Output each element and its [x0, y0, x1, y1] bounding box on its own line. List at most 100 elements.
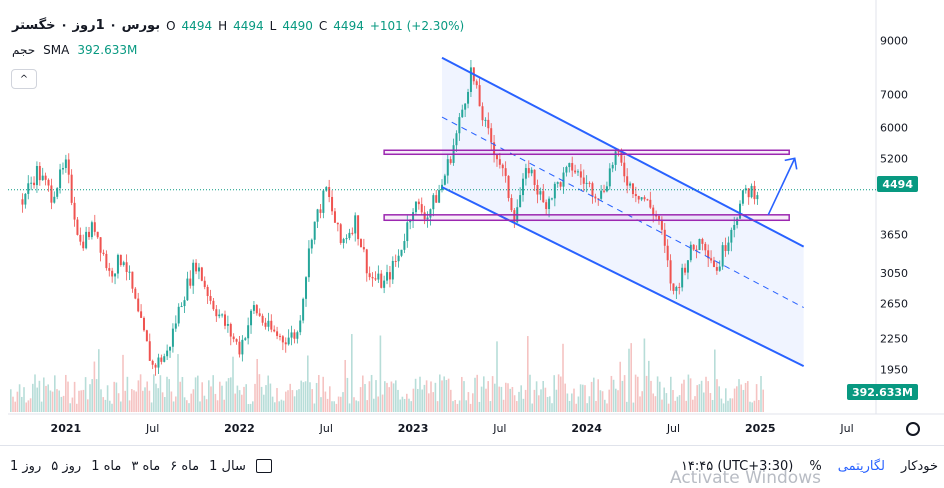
candle-body	[429, 209, 432, 218]
candle-body	[435, 195, 438, 203]
candle-body	[631, 183, 634, 195]
candle-body	[93, 222, 96, 232]
volume-bar	[128, 400, 131, 412]
candle-body	[565, 167, 568, 173]
range-1y[interactable]: 1 سال	[209, 458, 246, 474]
volume-bar	[731, 398, 734, 412]
price-chart[interactable]: 9000 7000 6000 5200 3650 3050 2650 2250 1950 2021…	[0, 0, 944, 445]
candle-body	[284, 342, 287, 345]
volume-legend: حجم SMA 392.633M	[12, 43, 137, 57]
volume-bar	[538, 395, 540, 412]
candle-body	[493, 142, 496, 156]
candle-body	[600, 190, 603, 199]
volume-bar	[146, 381, 148, 412]
volume-bar	[342, 392, 344, 412]
volume-bar	[626, 401, 628, 412]
candle-body	[229, 323, 232, 337]
volume-bar	[700, 380, 703, 412]
candle-body	[443, 175, 446, 185]
volume-bar	[452, 401, 454, 412]
volume-bar	[38, 380, 41, 412]
volume-bar	[513, 395, 516, 412]
range-3m[interactable]: ۳ ماه	[131, 458, 161, 474]
timezone-label[interactable]: ۱۴:۴۵ (UTC+3:30)	[680, 458, 794, 474]
candle-body	[747, 188, 750, 198]
volume-bar	[586, 403, 588, 412]
collapse-legend-button[interactable]: ^	[11, 69, 37, 89]
volume-bar	[533, 389, 536, 412]
x-tick-label: 2022	[224, 422, 255, 435]
volume-bar	[322, 376, 324, 412]
scale-controls: ۱۴:۴۵ (UTC+3:30) % لگاریتمی خودکار	[681, 459, 938, 474]
volume-bar	[419, 376, 421, 412]
volume-name[interactable]: حجم	[12, 43, 36, 57]
volume-bar	[560, 376, 562, 412]
candle-body	[412, 212, 415, 221]
volume-bar	[654, 396, 657, 412]
volume-bar	[615, 388, 617, 412]
candle-body	[591, 183, 594, 197]
volume-bar	[520, 385, 522, 412]
candle-body	[96, 231, 99, 238]
candle-body	[221, 314, 224, 316]
volume-bar	[307, 355, 309, 412]
volume-bar	[194, 377, 197, 412]
open-label: O	[166, 18, 176, 33]
volume-bar	[540, 389, 542, 412]
candle-body	[238, 341, 241, 355]
candle-body	[721, 245, 724, 267]
range-6m[interactable]: ۶ ماه	[170, 458, 200, 474]
candle-body	[41, 175, 44, 181]
volume-bar	[722, 403, 725, 412]
candle-body	[406, 222, 409, 242]
channel-fill	[442, 57, 804, 367]
candle-body	[354, 215, 357, 234]
range-1m[interactable]: 1 ماه	[91, 458, 122, 474]
candle-body	[281, 336, 284, 343]
volume-bar	[628, 348, 630, 412]
volume-bar	[18, 384, 21, 412]
range-1d[interactable]: 1 روز	[10, 458, 42, 474]
candle-body	[562, 172, 565, 187]
percent-button[interactable]: %	[809, 458, 822, 474]
symbol-title[interactable]: بورس ۰ 1روز ۰ خگستر	[12, 18, 161, 33]
volume-bar	[82, 389, 85, 412]
candle-body	[59, 169, 62, 189]
volume-bar	[120, 401, 122, 412]
candle-body	[594, 196, 597, 199]
candle-body	[582, 177, 585, 184]
gear-icon[interactable]	[906, 422, 920, 436]
volume-bar	[551, 403, 553, 412]
volume-bar	[278, 401, 280, 412]
volume-bar	[683, 379, 685, 412]
candle-body	[273, 329, 276, 332]
candle-body	[339, 224, 342, 243]
candle-body	[634, 194, 637, 197]
zone-rect	[383, 214, 790, 222]
range-5d[interactable]: ۵ روز	[51, 458, 82, 474]
auto-button[interactable]: خودکار	[901, 458, 938, 474]
volume-bar	[610, 375, 613, 412]
candle-body	[192, 262, 195, 286]
channel-lower-line	[441, 186, 805, 368]
log-button[interactable]: لگاریتمی	[837, 458, 886, 474]
volume-bar	[236, 385, 239, 412]
calendar-range-icon[interactable]	[255, 459, 272, 473]
volume-bar	[36, 387, 38, 412]
candle-body	[542, 191, 545, 203]
volume-bar	[742, 389, 745, 412]
volume-bar	[192, 389, 195, 412]
volume-bar	[500, 386, 503, 412]
volume-bar	[388, 387, 390, 412]
volume-bar	[95, 379, 98, 412]
candle-body	[388, 272, 391, 280]
volume-bar	[674, 400, 676, 412]
volume-bar	[269, 383, 272, 412]
candle-body	[626, 176, 629, 186]
candle-body	[394, 260, 397, 262]
volume-bar	[293, 396, 296, 412]
volume-bar	[260, 386, 263, 412]
volume-bar	[423, 384, 426, 412]
volume-bar	[485, 388, 487, 412]
x-tick-label: Jul	[666, 422, 680, 435]
